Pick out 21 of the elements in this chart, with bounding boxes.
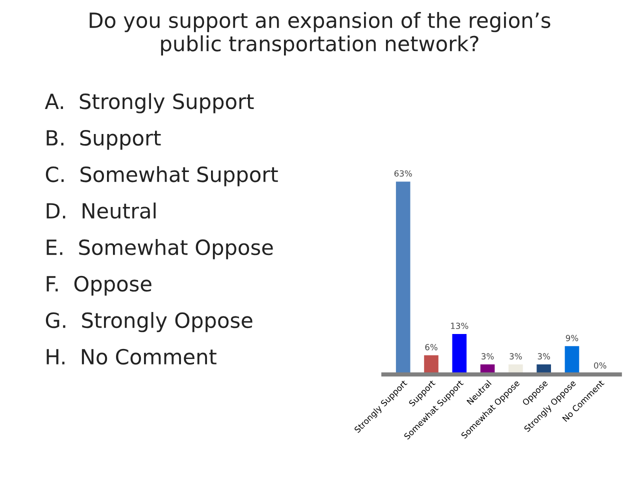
data-label: 9% (566, 334, 578, 342)
data-label: 3% (510, 353, 522, 360)
data-label: 13% (451, 322, 468, 329)
text: D. Neutral (46, 202, 156, 219)
text: C. Somewhat Support (46, 166, 278, 186)
text: F. Oppose (46, 276, 152, 296)
text: H. No Comment (46, 348, 216, 365)
bar (424, 355, 438, 374)
data-label: 3% (538, 353, 550, 360)
text: E. Somewhat Oppose (46, 239, 273, 260)
text: G. Strongly Oppose (46, 312, 252, 332)
bar (564, 346, 580, 374)
text: B. Support (46, 130, 161, 150)
data-label: 3% (482, 353, 494, 360)
data-label: 6% (425, 344, 438, 350)
bar (452, 334, 467, 374)
data-label: 63% (394, 170, 412, 177)
bar (396, 182, 410, 374)
chart-title: Do you support an expansion of the region’s public transportation network? (90, 12, 550, 56)
data-label: 0% (594, 362, 606, 369)
text: A. Strongly Support (44, 93, 254, 114)
